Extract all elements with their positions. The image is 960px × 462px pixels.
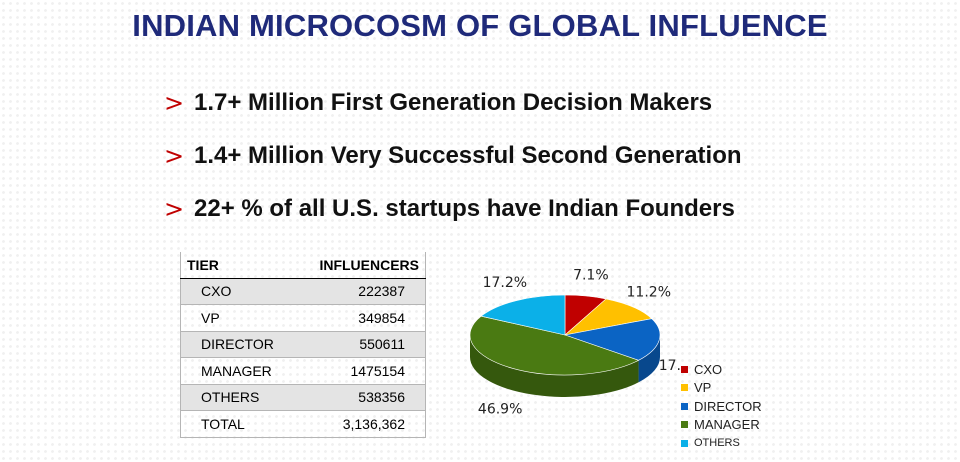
table-row: DIRECTOR 550611 (180, 331, 426, 358)
tier-cell: MANAGER (180, 357, 296, 385)
legend-item-vp: VP (681, 379, 762, 398)
column-header-tier: TIER (180, 252, 296, 279)
legend-label: VP (694, 380, 712, 396)
influencer-table: TIER INFLUENCERS CXO 222387 VP 349854 DI… (180, 252, 426, 438)
tier-cell: CXO (180, 278, 296, 305)
tier-cell: TOTAL (180, 410, 296, 438)
table-row: VP 349854 (180, 304, 426, 332)
legend-label: CXO (694, 361, 723, 377)
count-cell: 538356 (295, 384, 426, 411)
legend-swatch (681, 384, 688, 392)
bullet-text: 1.4+ Million Very Successful Second Gene… (194, 141, 742, 169)
data-label-vp: 11.2% (627, 285, 671, 301)
table-total-row: TOTAL 3,136,362 (180, 410, 426, 438)
count-cell: 3,136,362 (295, 410, 426, 438)
tier-cell: OTHERS (180, 384, 296, 411)
pie-side-manager (470, 335, 639, 397)
bullet-item: > 22+ % of all U.S. startups have Indian… (164, 182, 742, 235)
count-cell: 1475154 (295, 357, 426, 385)
tier-cell: DIRECTOR (180, 331, 296, 358)
legend-item-manager: MANAGER (681, 416, 762, 435)
legend-label: DIRECTOR (694, 398, 762, 414)
tier-cell: VP (180, 304, 296, 332)
count-cell: 550611 (295, 331, 426, 358)
legend-item-others: OTHERS (681, 434, 762, 453)
legend-swatch (681, 421, 688, 429)
bullet-list: > 1.7+ Million First Generation Decision… (164, 76, 742, 235)
legend-item-director: DIRECTOR (681, 397, 762, 416)
pie-side-director (638, 335, 660, 383)
pie-chart: 7.1% 11.2% 17.6% 46.9% 17.2% (469, 268, 680, 418)
table-header-row: TIER INFLUENCERS (180, 252, 426, 279)
bullet-text: 1.7+ Million First Generation Decision M… (194, 88, 713, 116)
legend-label: MANAGER (694, 417, 760, 433)
legend-swatch (681, 439, 688, 447)
table-row: OTHERS 538356 (180, 384, 426, 411)
chevron-right-icon: > (164, 141, 185, 170)
count-cell: 349854 (295, 304, 426, 332)
pie-slice-others (480, 294, 566, 336)
legend-swatch (681, 402, 688, 410)
legend-swatch (681, 365, 688, 373)
legend-item-cxo: CXO (681, 360, 762, 379)
pie-slice-manager (469, 315, 640, 376)
chevron-right-icon: > (164, 194, 185, 223)
data-label-director: 17.6% (659, 358, 680, 374)
table-row: MANAGER 1475154 (180, 357, 426, 385)
bullet-item: > 1.4+ Million Very Successful Second Ge… (164, 129, 742, 182)
bullet-text: 22+ % of all U.S. startups have Indian F… (194, 194, 735, 222)
data-label-manager: 46.9% (478, 402, 522, 418)
legend-label: OTHERS (694, 437, 740, 450)
data-label-cxo: 7.1% (573, 268, 609, 284)
pie-slice-vp (563, 298, 653, 336)
chevron-right-icon: > (164, 88, 185, 117)
page-title: INDIAN MICROCOSM OF GLOBAL INFLUENCE (132, 8, 828, 43)
count-cell: 222387 (295, 278, 426, 305)
table-row: CXO 222387 (180, 278, 426, 305)
column-header-influencers: INFLUENCERS (295, 252, 426, 279)
bullet-item: > 1.7+ Million First Generation Decision… (164, 76, 742, 129)
chart-legend: CXO VP DIRECTOR MANAGER OTHERS (681, 360, 762, 453)
pie-slice-director (563, 318, 661, 361)
data-label-others: 17.2% (483, 275, 527, 291)
